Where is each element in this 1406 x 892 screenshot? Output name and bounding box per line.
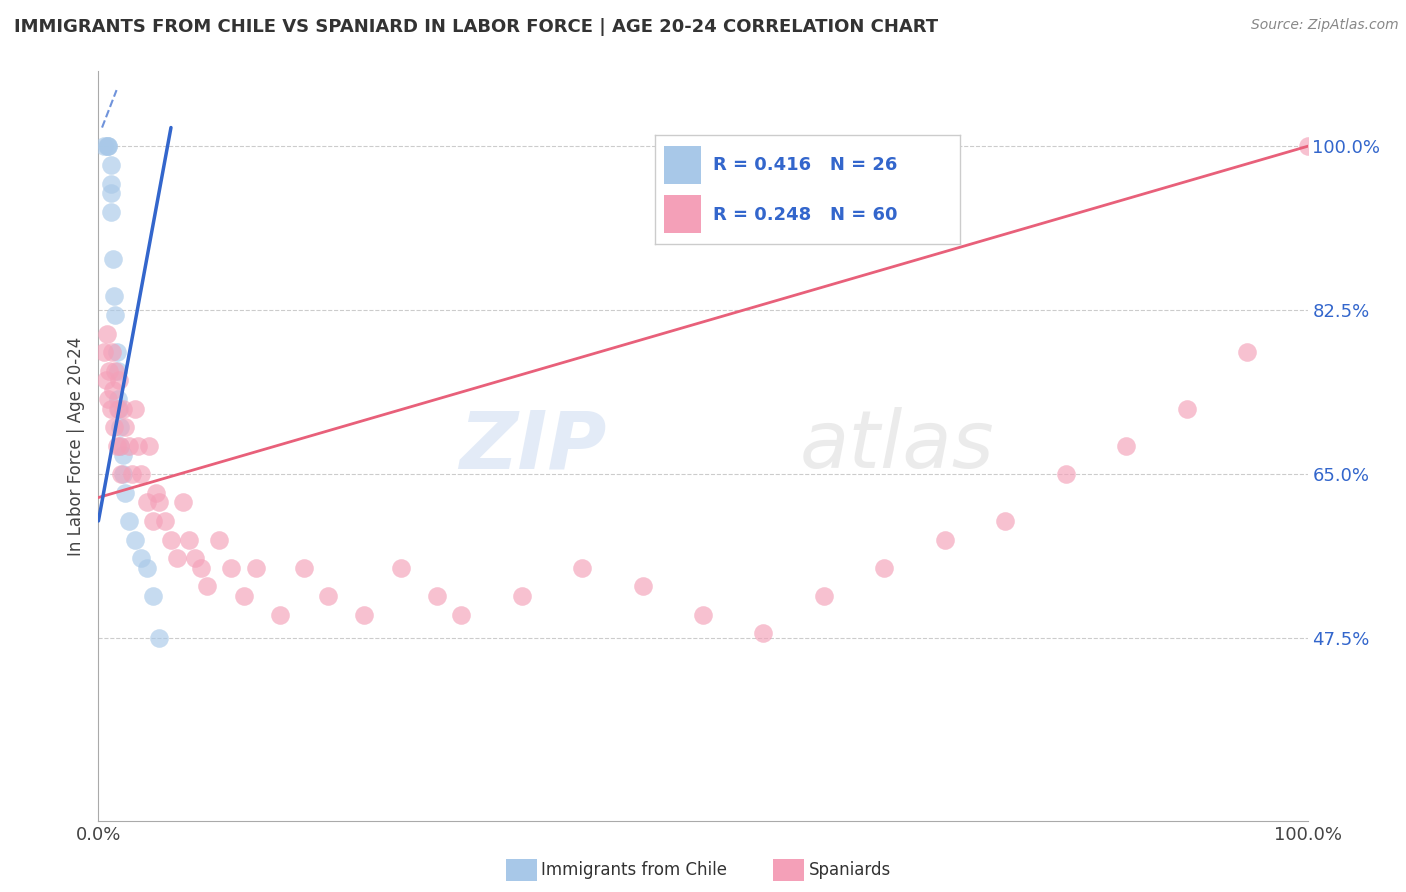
Point [124,533,146,547]
Point [752,626,775,640]
Point [148,495,170,509]
Point [138,439,160,453]
Point [114,485,136,500]
Point [1054,467,1077,482]
Point [103,289,125,303]
Point [135,495,157,509]
Point [316,589,339,603]
Point [107,364,129,378]
Point [93,345,115,359]
Y-axis label: In Labor Force | Age 20-24: In Labor Force | Age 20-24 [66,336,84,556]
Text: R = 0.416   N = 26: R = 0.416 N = 26 [713,156,897,174]
Text: IMMIGRANTS FROM CHILE VS SPANIARD IN LABOR FORCE | AGE 20-24 CORRELATION CHART: IMMIGRANTS FROM CHILE VS SPANIARD IN LAB… [14,18,938,36]
Point [114,420,136,434]
Point [631,580,654,594]
Point [148,631,170,645]
Point [100,177,122,191]
Point [221,561,243,575]
Text: R = 0.248   N = 60: R = 0.248 N = 60 [713,206,897,224]
Point [127,439,149,453]
Point [108,374,131,388]
Point [129,467,152,482]
Point [389,561,412,575]
Point [101,252,124,266]
Point [1296,139,1319,153]
Point [208,533,231,547]
Point [121,467,143,482]
Point [104,308,127,322]
Point [245,561,267,575]
Point [184,551,207,566]
Point [111,467,134,482]
Point [873,561,896,575]
Text: ZIP: ZIP [458,407,606,485]
Point [93,139,115,153]
Point [292,561,315,575]
Point [195,580,218,594]
Text: Immigrants from Chile: Immigrants from Chile [541,861,727,879]
Point [100,401,122,416]
Point [105,345,128,359]
FancyBboxPatch shape [665,145,702,184]
Point [110,467,132,482]
Point [111,449,134,463]
Text: Spaniards: Spaniards [808,861,890,879]
Point [107,392,129,407]
Point [142,514,165,528]
Point [172,495,194,509]
Point [353,607,375,622]
Point [692,607,714,622]
Point [108,401,131,416]
Point [135,561,157,575]
Point [510,589,533,603]
Point [1236,345,1258,359]
Point [1115,439,1137,453]
Point [153,514,176,528]
Point [97,139,120,153]
Point [108,439,131,453]
Point [100,158,122,172]
Point [100,205,122,219]
Point [166,551,188,566]
Point [269,607,291,622]
Point [107,401,129,416]
Point [100,186,122,201]
Point [101,383,124,397]
Text: atlas: atlas [800,407,994,485]
Point [571,561,593,575]
Point [98,364,121,378]
Point [994,514,1017,528]
Point [1175,401,1198,416]
Point [108,439,131,453]
Point [103,420,125,434]
Point [179,533,201,547]
Point [142,589,165,603]
Point [934,533,956,547]
Text: Source: ZipAtlas.com: Source: ZipAtlas.com [1251,18,1399,32]
Point [232,589,254,603]
Point [118,514,141,528]
Point [450,607,472,622]
Point [105,439,128,453]
Point [160,533,183,547]
Point [129,551,152,566]
Point [145,485,167,500]
Point [813,589,835,603]
Point [111,401,134,416]
Point [97,139,120,153]
Point [124,401,146,416]
Point [100,345,122,359]
Point [97,392,120,407]
Point [104,364,127,378]
Point [108,420,131,434]
Point [96,326,118,341]
Point [426,589,449,603]
Point [190,561,212,575]
Point [94,374,117,388]
Point [96,139,118,153]
Point [118,439,141,453]
FancyBboxPatch shape [665,195,702,234]
